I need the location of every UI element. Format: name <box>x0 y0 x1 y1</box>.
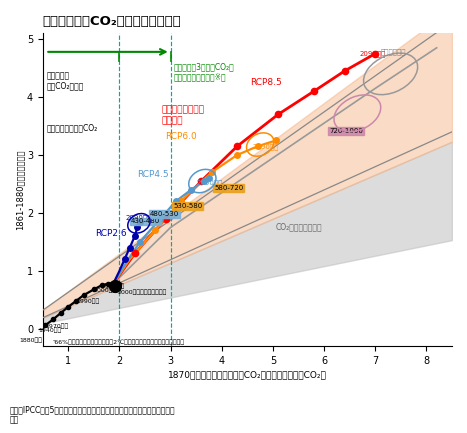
Text: 720-1000: 720-1000 <box>329 128 363 134</box>
Text: 累積人為起源CO₂排出量と気候変化: 累積人為起源CO₂排出量と気候変化 <box>43 15 182 28</box>
Text: 排出量を約3兆トンCO₂に
抑えることが必要（※）: 排出量を約3兆トンCO₂に 抑えることが必要（※） <box>173 62 234 82</box>
Text: RCP8.5: RCP8.5 <box>250 78 282 87</box>
Text: ベースライン: ベースライン <box>381 48 406 55</box>
Text: 資料：IPCC「第5次評価報告書統合報告書政策決定者向け要約」より環境省
作成: 資料：IPCC「第5次評価報告書統合報告書政策決定者向け要約」より環境省 作成 <box>9 405 175 424</box>
X-axis label: 1870年以降の累積人為起源CO₂排出量　（兆トンCO₂）: 1870年以降の累積人為起源CO₂排出量 （兆トンCO₂） <box>168 370 327 379</box>
Text: 2010年代: 2010年代 <box>102 283 125 289</box>
Text: RCP4.5: RCP4.5 <box>137 170 169 179</box>
Text: 2000年代: 2000年代 <box>94 287 117 293</box>
Text: 530-580: 530-580 <box>173 203 203 209</box>
Text: 全人為起源による
温室効果: 全人為起源による 温室効果 <box>162 106 205 125</box>
Text: ‶66%を超える確率で気温上昇を2℃未満に抑える場合のシナリオの数値: ‶66%を超える確率で気温上昇を2℃未満に抑える場合のシナリオの数値 <box>53 340 185 346</box>
Text: 1940年代: 1940年代 <box>39 328 62 333</box>
Text: CO₂起源の温室効果: CO₂起源の温室効果 <box>276 222 322 231</box>
Text: 580-720: 580-720 <box>214 185 243 191</box>
Text: 480-530: 480-530 <box>150 211 179 217</box>
Text: 1970年代: 1970年代 <box>45 323 69 329</box>
Text: 残りは約１兆トンCO₂: 残りは約１兆トンCO₂ <box>47 124 98 132</box>
Text: RCP6.0: RCP6.0 <box>165 132 197 141</box>
Text: 1990年代: 1990年代 <box>76 299 99 304</box>
Text: 2090年代: 2090年代 <box>196 179 223 186</box>
Text: 1880年代: 1880年代 <box>20 337 42 343</box>
Text: 2090年代: 2090年代 <box>253 143 279 150</box>
Text: 2090年代: 2090年代 <box>126 215 152 221</box>
Text: 430-480: 430-480 <box>131 218 160 224</box>
Text: 2090年代: 2090年代 <box>360 50 386 57</box>
Text: RCP2.6: RCP2.6 <box>95 229 127 238</box>
Text: 既に約２兆
トンCO₂を排出: 既に約２兆 トンCO₂を排出 <box>47 71 84 90</box>
Text: 2000年代に観測された値: 2000年代に観測された値 <box>118 289 167 295</box>
Y-axis label: 1861-1880年比の気温変化: 1861-1880年比の気温変化 <box>15 149 24 230</box>
